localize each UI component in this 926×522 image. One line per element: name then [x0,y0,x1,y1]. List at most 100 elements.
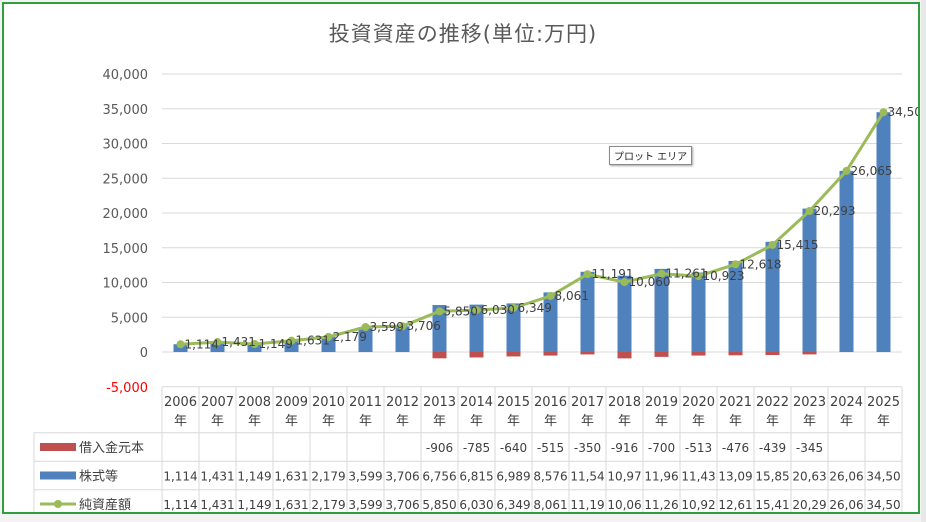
table-cell: 1,431 [200,498,234,512]
bar-loan [580,352,595,355]
table-cell: 1,149 [237,470,271,484]
category-label: 2021 年 [719,395,752,429]
table-cell: 1,114 [163,498,197,512]
line-point [694,272,703,281]
category-label: 2012 年 [386,395,419,429]
table-cell: 11,54 [570,470,604,484]
table-cell: -345 [796,441,823,455]
table-cell: -640 [500,441,527,455]
bar-loan [728,352,743,356]
y-tick-label: 25,000 [103,172,149,187]
category-label: 2009 年 [275,395,308,429]
table-cell: 10,06 [607,498,641,512]
table-cell: 34,50 [866,470,900,484]
table-cell: 10,92 [681,498,715,512]
category-label: 2013 年 [423,395,456,429]
legend-label: 純資産額 [79,497,131,512]
table-cell: 34,50 [866,498,900,512]
line-point [324,332,333,341]
category-label: 2018 年 [608,395,641,429]
bar-stock [580,271,595,352]
table-cell: 26,06 [829,498,863,512]
category-label: 2010 年 [312,395,345,429]
table-cell: -513 [685,441,712,455]
category-label: 2023 年 [793,395,826,429]
data-label: 34,501 [888,105,919,119]
bar-stock [876,112,891,352]
chart-svg: -5,000 0 5,000 10,000 15,000 20,000 25,000 30,0… [33,68,926,519]
data-label: 11,261 [666,267,708,281]
category-label: 2019 年 [645,395,678,429]
table-cell: 2,179 [311,498,345,512]
line-point [731,260,740,269]
table-cell: -916 [611,441,638,455]
data-label: 20,293 [814,204,856,218]
data-label: 1,431 [222,335,256,349]
table-cell: 11,43 [681,470,715,484]
line-net-assets [180,111,885,346]
table-cell: 8,061 [533,498,567,512]
table-cell: 3,706 [385,498,419,512]
y-tick-label: 0 [140,346,148,361]
data-label: 26,065 [851,164,893,178]
line-point [620,278,629,287]
chart-title: 投資資産の推移(単位:万円) [328,22,598,46]
table-cell: 12,61 [718,498,752,512]
bar-stock [728,260,743,352]
table-cell: -785 [463,441,490,455]
data-label: 12,618 [740,257,782,271]
y-tick-label: -5,000 [106,381,148,396]
line-point [805,206,814,215]
bar-stock [210,342,225,352]
line-point [842,166,851,175]
data-label: 8,061 [555,289,589,303]
table-cell: 26,06 [829,470,863,484]
table-cell: -476 [722,441,749,455]
y-tick-label: 30,000 [103,138,149,153]
data-label: 3,706 [407,319,441,333]
category-label: 2011 年 [349,395,382,429]
bar-loan [802,352,817,355]
data-label: 1,631 [296,334,330,348]
table-cell: 15,85 [755,470,789,484]
line-point [176,340,185,349]
y-tick-label: 40,000 [103,68,149,83]
table-cell: 1,431 [200,470,234,484]
table-cell: -515 [537,441,564,455]
category-label: 2008 年 [238,395,271,429]
line-point [879,108,888,117]
bar-stock [284,340,299,352]
bar-loan [765,352,780,356]
category-label: 2024 年 [830,395,863,429]
bar-stock [617,275,632,352]
table-cell: 6,989 [496,470,530,484]
table-cell: 8,576 [533,470,567,484]
line-point [250,340,259,349]
window-edge [921,0,926,522]
legend-label: 借入金元本 [79,440,144,456]
bar-loan [543,352,558,356]
line-point [472,306,481,315]
bar-stock [432,305,447,352]
bar-stock [395,326,410,352]
line-point [398,322,407,331]
table-cell: 3,599 [348,498,382,512]
data-label: 6,349 [518,301,552,315]
table-cell: 1,149 [237,498,271,512]
y-tick-label: 5,000 [111,311,148,326]
table-cell: 11,26 [644,498,678,512]
y-tick-label: 20,000 [103,207,149,222]
bar-loan [432,352,447,359]
table-cell: 6,815 [459,470,493,484]
y-tick-label: 35,000 [103,103,149,118]
bar-stock [506,303,521,352]
table-cell: 1,114 [163,470,197,484]
legend-key [40,443,76,451]
data-label: 10,923 [703,269,745,283]
bar-stock [802,208,817,352]
data-label: 1,114 [185,337,219,351]
bar-stock [691,272,706,352]
table-cell: 1,631 [274,498,308,512]
category-label: 2014 年 [460,395,493,429]
